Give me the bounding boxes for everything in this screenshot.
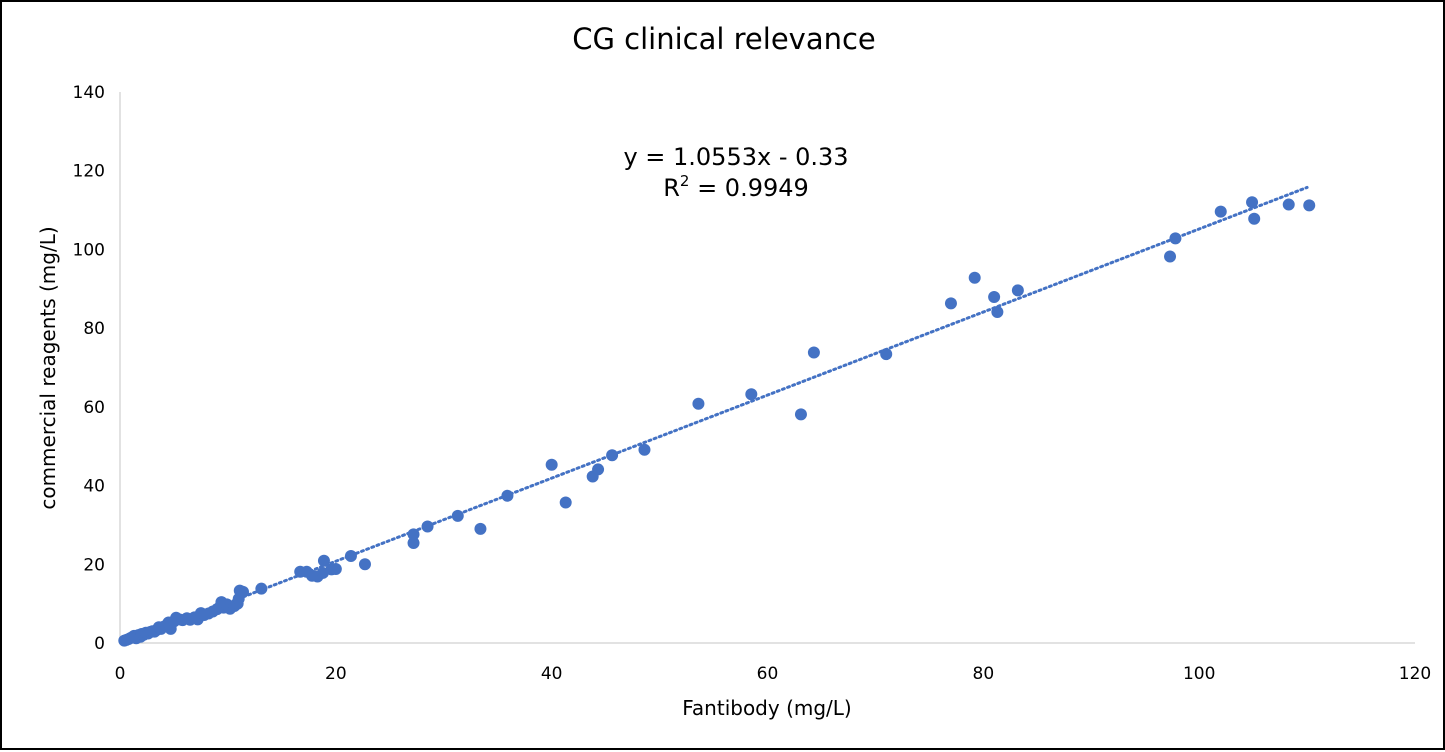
- x-tick-label: 20: [325, 664, 347, 684]
- data-point: [606, 449, 619, 462]
- data-point: [317, 554, 330, 567]
- data-point: [692, 397, 705, 410]
- y-tick-label: 0: [94, 634, 105, 654]
- data-point: [237, 585, 250, 598]
- x-tick-label: 80: [973, 664, 995, 684]
- data-point: [344, 550, 357, 563]
- data-point: [358, 558, 371, 571]
- x-tick-label: 40: [541, 664, 563, 684]
- y-axis-label: commercial reagents (mg/L): [36, 226, 60, 509]
- x-tick-label: 100: [1183, 664, 1215, 684]
- data-point: [255, 582, 268, 595]
- y-tick-label: 40: [83, 477, 105, 497]
- y-tick-label: 80: [83, 319, 105, 339]
- r-squared-label: R2 = 0.9949: [663, 172, 809, 202]
- data-point: [1169, 232, 1182, 245]
- data-point: [1011, 284, 1024, 297]
- chart-title: CG clinical relevance: [572, 22, 876, 56]
- axes: [119, 92, 1415, 644]
- data-point: [451, 509, 464, 522]
- trendline-equation: y = 1.0553x - 0.33: [623, 143, 848, 171]
- data-point: [559, 496, 572, 509]
- data-point: [991, 306, 1004, 319]
- data-points: [118, 196, 1316, 647]
- data-point: [880, 348, 893, 361]
- data-point: [944, 297, 957, 310]
- data-point: [1282, 198, 1295, 211]
- data-point: [407, 528, 420, 541]
- data-point: [968, 271, 981, 284]
- y-tick-label: 140: [73, 83, 105, 103]
- x-tick-labels: 0 20 40 60 80 100 120: [115, 664, 1432, 684]
- data-point: [745, 388, 758, 401]
- data-point: [474, 522, 487, 535]
- data-point: [1164, 250, 1177, 263]
- x-tick-label: 120: [1399, 664, 1431, 684]
- data-point: [1248, 212, 1261, 225]
- y-tick-label: 100: [73, 240, 105, 260]
- data-point: [988, 291, 1001, 304]
- data-point: [592, 463, 605, 476]
- data-point: [421, 520, 434, 533]
- x-tick-label: 0: [115, 664, 126, 684]
- y-tick-labels: 0 20 40 60 80 100 120 140: [73, 83, 105, 654]
- data-point: [501, 489, 514, 502]
- x-axis-label: Fantibody (mg/L): [682, 696, 851, 720]
- data-point: [407, 537, 420, 550]
- y-tick-label: 60: [83, 398, 105, 418]
- data-point: [329, 563, 342, 576]
- x-tick-label: 60: [757, 664, 779, 684]
- y-tick-label: 20: [83, 555, 105, 575]
- data-point: [545, 458, 558, 471]
- data-point: [794, 408, 807, 421]
- data-point: [638, 443, 651, 456]
- data-point: [1246, 196, 1259, 209]
- data-point: [807, 346, 820, 359]
- data-point: [1214, 205, 1227, 218]
- data-point: [1303, 199, 1316, 212]
- y-tick-label: 120: [73, 162, 105, 182]
